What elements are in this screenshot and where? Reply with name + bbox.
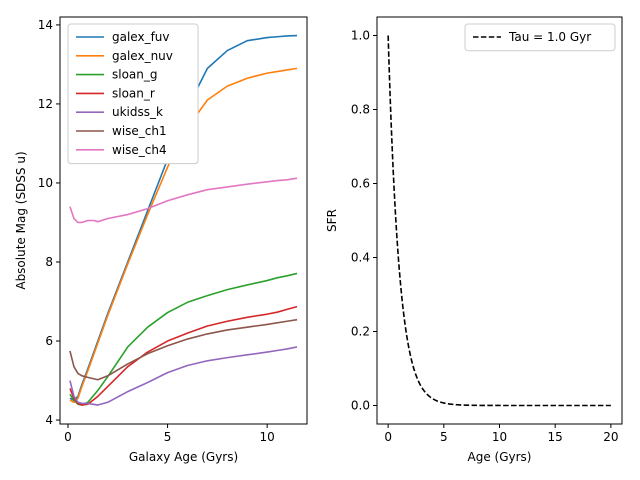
plot-frame <box>376 16 623 425</box>
right-chart-panel: 0 5 10 15 20 0.0 0.2 0.4 0.6 0.8 1.0 Age (Gyrs) SFR T… <box>325 16 623 464</box>
legend-label: sloan_g <box>112 68 158 82</box>
y-tick-label: 12 <box>38 97 53 111</box>
y-tick-label: 10 <box>38 176 53 190</box>
legend-label: ukidss_k <box>112 105 163 119</box>
legend-label: wise_ch1 <box>112 124 167 138</box>
legend: galex_fuv galex_nuv sloan_g sloan_r ukidss_k… <box>67 23 199 165</box>
legend-label: Tau = 1.0 Gyr <box>508 30 591 44</box>
y-tick-label: 14 <box>38 18 53 32</box>
series-line-wise-ch1 <box>69 318 298 381</box>
legend-frame <box>67 23 199 165</box>
series-line-tau-1-0-gyr <box>387 35 611 407</box>
plot-frame <box>59 16 308 425</box>
x-tick-label: 0 <box>384 430 392 444</box>
y-axis-label: Absolute Mag (SDSS u) <box>14 151 28 289</box>
x-tick-label: 15 <box>548 430 563 444</box>
legend-label: galex_fuv <box>112 30 170 44</box>
x-tick-label: 20 <box>603 430 618 444</box>
x-tick-label: 0 <box>64 430 72 444</box>
legend: Tau = 1.0 Gyr <box>464 23 616 52</box>
x-tick-label: 5 <box>440 430 448 444</box>
y-tick-label: 0.6 <box>351 177 370 191</box>
y-axis-label: SFR <box>325 209 339 232</box>
legend-label: galex_nuv <box>112 49 173 63</box>
series-line-sloan-g <box>69 272 298 406</box>
legend-label: sloan_r <box>112 86 155 100</box>
x-tick-label: 5 <box>164 430 172 444</box>
legend-label: wise_ch4 <box>112 143 167 157</box>
legend-frame <box>464 23 616 52</box>
y-tick-label: 1.0 <box>351 29 370 43</box>
series-line-ukidss-k <box>69 346 298 406</box>
y-tick-label: 8 <box>45 255 53 269</box>
x-tick-label: 10 <box>260 430 275 444</box>
y-tick-label: 6 <box>45 334 53 348</box>
y-tick-label: 0.2 <box>351 325 370 339</box>
series-line-sloan-r <box>69 305 298 406</box>
series-group <box>387 35 611 407</box>
x-axis-label: Age (Gyrs) <box>468 450 532 464</box>
series-line-galex-nuv <box>69 67 298 404</box>
y-tick-label: 0.0 <box>351 399 370 413</box>
y-tick-label: 4 <box>45 413 53 427</box>
y-tick-label: 0.4 <box>351 251 370 265</box>
series-group <box>69 34 298 406</box>
y-tick-label: 0.8 <box>351 103 370 117</box>
x-axis-label: Galaxy Age (Gyrs) <box>129 450 238 464</box>
series-line-wise-ch4 <box>69 177 298 224</box>
x-tick-label: 10 <box>492 430 507 444</box>
left-chart-panel: 0 5 10 4 6 8 10 12 14 Galaxy Age (Gyrs) Absolute M… <box>14 16 308 464</box>
